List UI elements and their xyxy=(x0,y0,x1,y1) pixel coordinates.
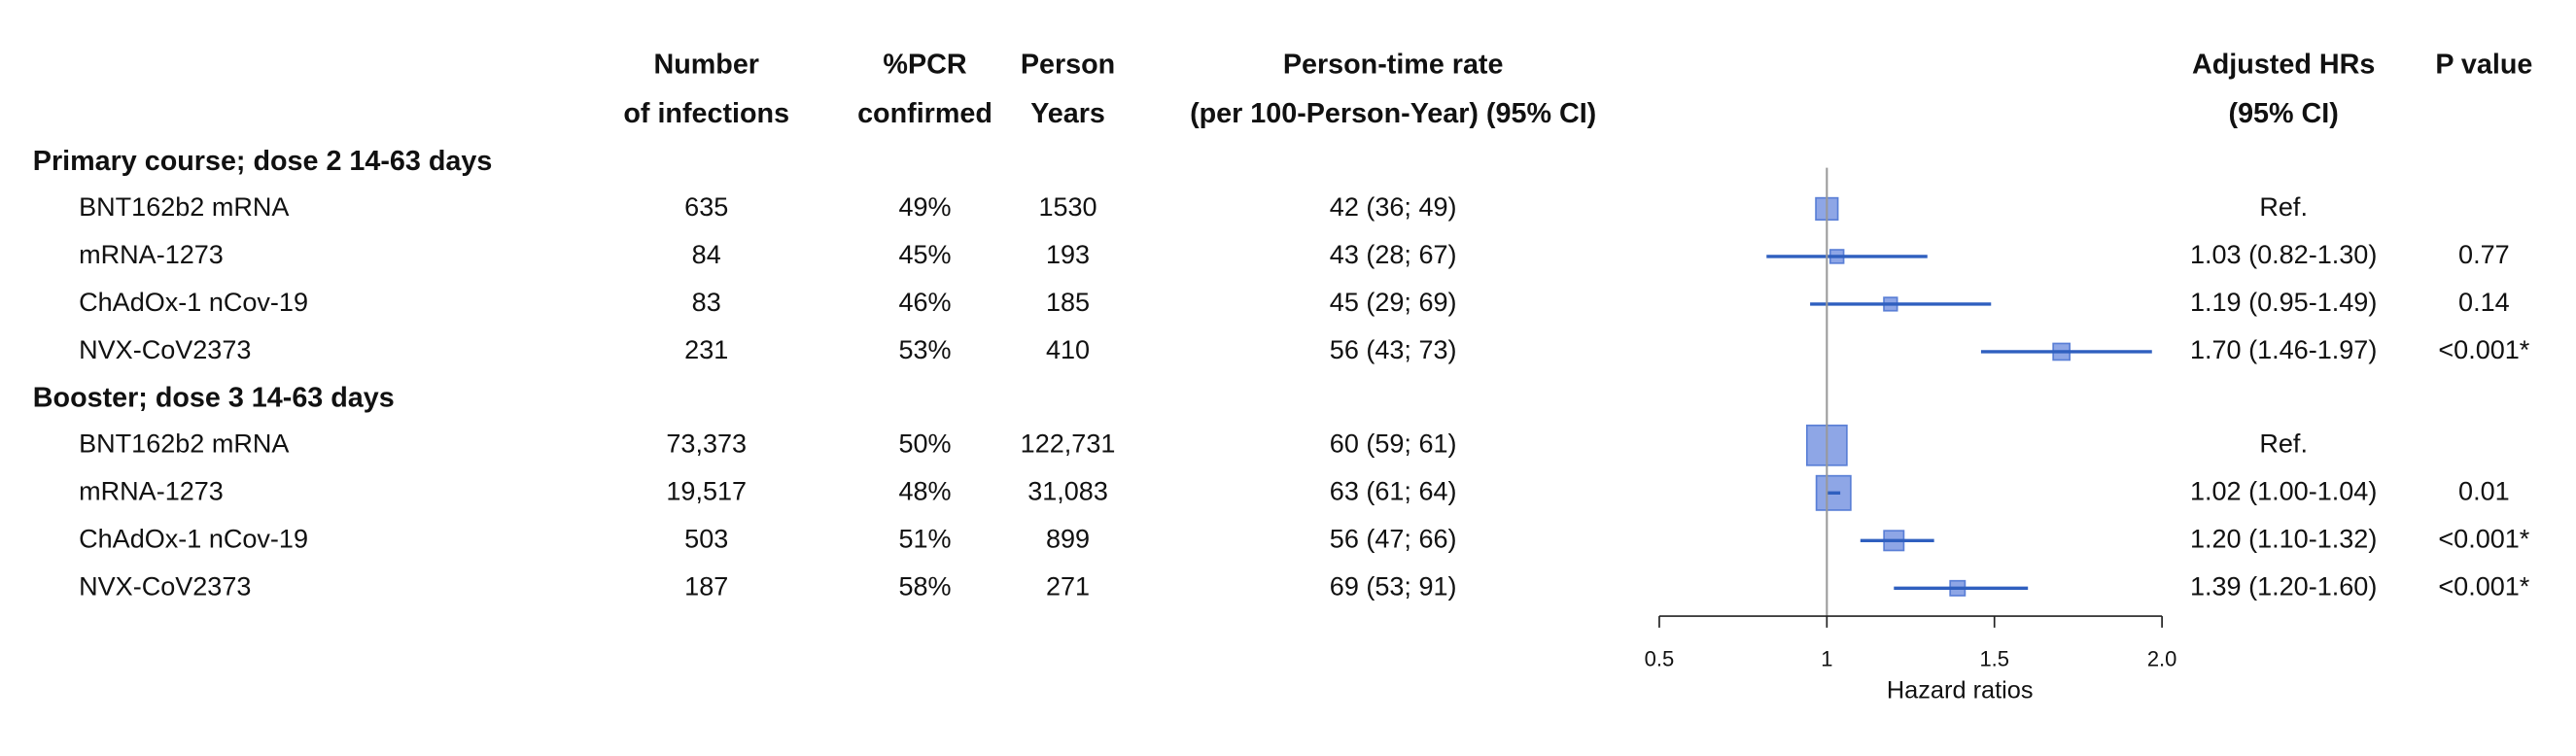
cell: 63 (61; 64) xyxy=(1330,476,1457,505)
cell: 84 xyxy=(692,240,721,269)
cell: 60 (59; 61) xyxy=(1330,429,1457,458)
cell: 1530 xyxy=(1038,192,1097,222)
cell: 56 (43; 73) xyxy=(1330,335,1457,364)
cell: 635 xyxy=(684,192,728,222)
hr-label: 1.02 (1.00-1.04) xyxy=(2190,476,2377,505)
cell: 51% xyxy=(898,524,951,553)
group-label: Primary course; dose 2 14-63 days xyxy=(33,146,493,177)
cell: 46% xyxy=(898,288,951,317)
row-label: NVX-CoV2373 xyxy=(79,571,251,601)
column-header: Number xyxy=(653,49,759,80)
row-label: ChAdOx-1 nCov-19 xyxy=(79,288,308,317)
row-label: ChAdOx-1 nCov-19 xyxy=(79,524,308,553)
row-label: mRNA-1273 xyxy=(79,476,224,505)
cell: 56 (47; 66) xyxy=(1330,524,1457,553)
cell: 73,373 xyxy=(666,429,747,458)
column-header: of infections xyxy=(623,98,789,129)
p-value: 0.14 xyxy=(2458,288,2510,317)
cell: 69 (53; 91) xyxy=(1330,571,1457,601)
hr-label: 1.20 (1.10-1.32) xyxy=(2190,524,2377,553)
x-tick-label: 2.0 xyxy=(2147,646,2177,670)
x-tick-label: 1 xyxy=(1821,646,1832,670)
column-header: (95% CI) xyxy=(2229,98,2339,129)
row-label: mRNA-1273 xyxy=(79,240,224,269)
cell: 58% xyxy=(898,571,951,601)
cell: 503 xyxy=(684,524,728,553)
cell: 45 (29; 69) xyxy=(1330,288,1457,317)
p-value: 0.77 xyxy=(2458,240,2510,269)
cell: 19,517 xyxy=(666,476,747,505)
p-value: <0.001* xyxy=(2438,571,2529,601)
cell: 42 (36; 49) xyxy=(1330,192,1457,222)
cell: 271 xyxy=(1046,571,1090,601)
p-value: 0.01 xyxy=(2458,476,2510,505)
x-tick-label: 1.5 xyxy=(1979,646,2009,670)
cell: 83 xyxy=(692,288,721,317)
cell: 50% xyxy=(898,429,951,458)
column-header: P value xyxy=(2435,49,2532,80)
cell: 49% xyxy=(898,192,951,222)
cell: 48% xyxy=(898,476,951,505)
x-axis-label: Hazard ratios xyxy=(1887,677,2034,704)
column-header: Years xyxy=(1030,98,1105,129)
cell: 899 xyxy=(1046,524,1090,553)
cell: 31,083 xyxy=(1027,476,1108,505)
column-header: Adjusted HRs xyxy=(2192,49,2375,80)
cell: 185 xyxy=(1046,288,1090,317)
x-tick-label: 0.5 xyxy=(1645,646,1675,670)
hr-label: 1.39 (1.20-1.60) xyxy=(2190,571,2377,601)
hr-label: 1.19 (0.95-1.49) xyxy=(2190,288,2377,317)
cell: 45% xyxy=(898,240,951,269)
row-label: BNT162b2 mRNA xyxy=(79,429,289,458)
hr-label: Ref. xyxy=(2259,192,2308,222)
cell: 187 xyxy=(684,571,728,601)
hr-label: Ref. xyxy=(2259,429,2308,458)
p-value: <0.001* xyxy=(2438,524,2529,553)
column-header: Person xyxy=(1021,49,1115,80)
hr-label: 1.03 (0.82-1.30) xyxy=(2190,240,2377,269)
cell: 410 xyxy=(1046,335,1090,364)
hr-label: 1.70 (1.46-1.97) xyxy=(2190,335,2377,364)
column-header: %PCR xyxy=(883,49,966,80)
cell: 53% xyxy=(898,335,951,364)
group-label: Booster; dose 3 14-63 days xyxy=(33,383,395,414)
cell: 231 xyxy=(684,335,728,364)
column-header: (per 100-Person-Year) (95% CI) xyxy=(1190,98,1596,129)
p-value: <0.001* xyxy=(2438,335,2529,364)
row-label: BNT162b2 mRNA xyxy=(79,192,289,222)
cell: 122,731 xyxy=(1021,429,1116,458)
row-label: NVX-CoV2373 xyxy=(79,335,251,364)
cell: 193 xyxy=(1046,240,1090,269)
column-header: Person-time rate xyxy=(1283,49,1504,80)
cell: 43 (28; 67) xyxy=(1330,240,1457,269)
column-header: confirmed xyxy=(857,98,992,129)
